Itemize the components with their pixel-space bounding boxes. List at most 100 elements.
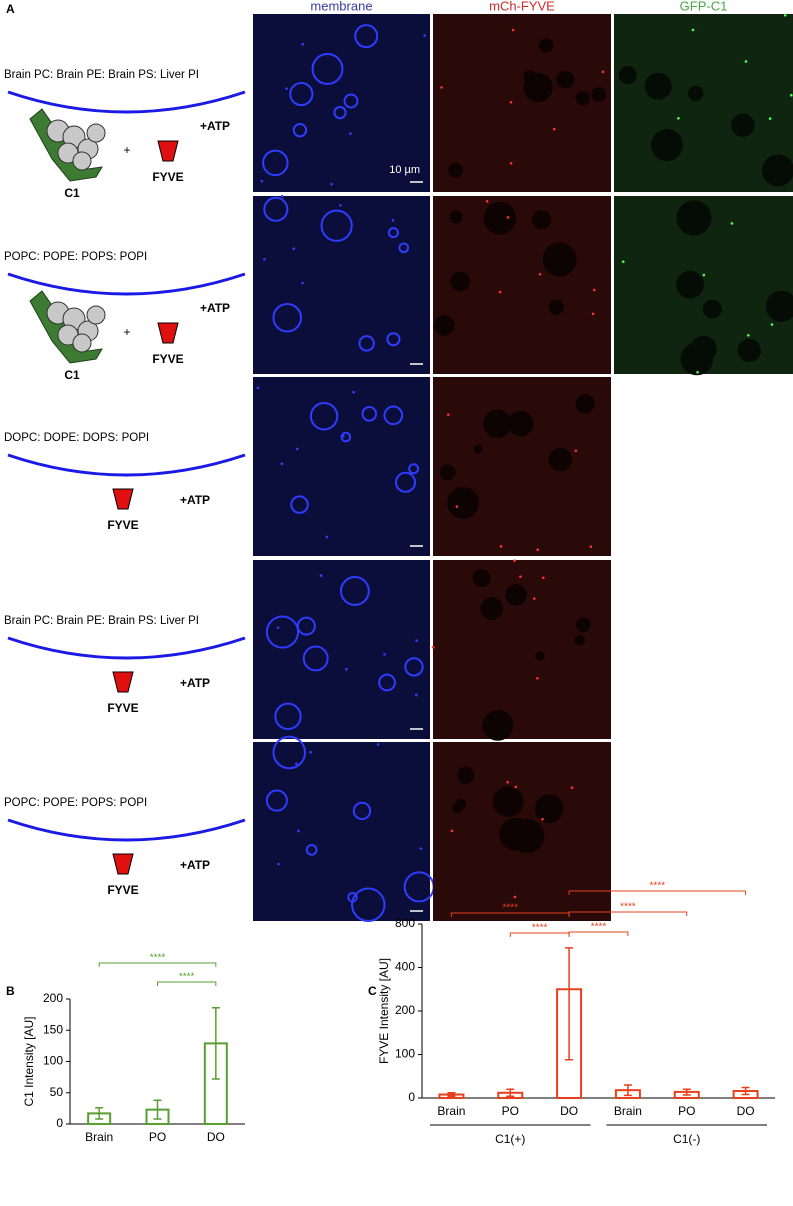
speck — [349, 132, 352, 135]
membrane-arc — [7, 272, 246, 296]
vesicle-shadow — [505, 584, 527, 606]
x-tick-label: DO — [207, 1130, 225, 1144]
vesicle-shadow — [483, 201, 517, 235]
vesicle-shadow — [574, 634, 585, 646]
speck — [511, 28, 515, 32]
vesicle — [354, 24, 379, 49]
vesicle-shadow — [542, 242, 577, 277]
vesicle — [311, 53, 344, 85]
speck — [533, 597, 536, 600]
vesicle-shadow — [765, 290, 793, 322]
speck — [591, 312, 595, 316]
y-tick-label: 100 — [395, 1047, 415, 1061]
speck — [570, 786, 574, 790]
scale-bar-label: 10 µm — [389, 164, 420, 176]
speck — [513, 895, 517, 899]
vesicle-shadow — [507, 410, 534, 437]
speck — [341, 434, 345, 438]
vesicle-shadow — [702, 299, 722, 319]
significance-label: **** — [502, 903, 518, 914]
vesicle-shadow — [473, 444, 483, 454]
c1-subunit — [86, 123, 106, 143]
vesicle-shadow — [434, 315, 455, 336]
vesicle-shadow — [548, 299, 565, 315]
vesicle — [340, 431, 352, 443]
speck — [574, 449, 578, 453]
speck — [541, 817, 544, 821]
speck — [431, 645, 435, 649]
vesicle — [378, 673, 396, 692]
speck — [447, 413, 450, 416]
speck — [455, 505, 459, 508]
speck — [450, 829, 454, 833]
membrane-arc — [7, 453, 246, 477]
treatment-label: +ATP — [180, 858, 210, 872]
error-bar — [506, 1088, 515, 1098]
error-bar — [211, 1007, 220, 1080]
c1-icon — [29, 108, 106, 182]
speck — [280, 194, 284, 198]
speck — [509, 161, 513, 165]
vesicle — [292, 122, 308, 138]
error-bar — [565, 947, 574, 1061]
speck — [319, 574, 323, 577]
x-tick-label: DO — [560, 1104, 578, 1118]
vesicle — [352, 801, 372, 821]
vesicle — [339, 576, 370, 606]
significance-label: **** — [179, 972, 195, 983]
speck — [419, 847, 423, 850]
lipid-composition: POPC: POPE: POPS: POPI — [4, 251, 147, 263]
significance-bracket — [568, 890, 747, 895]
vesicle-shadow — [450, 271, 471, 292]
vesicle-shadow — [449, 210, 463, 224]
vesicle-shadow — [575, 394, 595, 414]
vesicle-shadow — [556, 70, 575, 89]
vesicle — [387, 227, 399, 239]
speck — [285, 87, 288, 90]
speck — [330, 182, 333, 186]
speck — [280, 462, 284, 466]
speck — [414, 693, 418, 697]
panel-label: A — [6, 2, 15, 16]
vesicle-shadow — [575, 617, 591, 633]
lipid-composition: POPC: POPE: POPS: POPI — [4, 797, 147, 809]
channel-header: membrane — [310, 0, 372, 13]
vesicle-shadow — [737, 338, 761, 363]
speck — [506, 780, 509, 784]
speck — [768, 117, 772, 120]
y-axis-label: FYVE Intensity [AU] — [377, 958, 391, 1064]
fyve-icon — [112, 853, 134, 875]
panel-label: B — [6, 984, 15, 998]
vesicle-shadow — [535, 651, 545, 661]
speck — [260, 179, 264, 183]
speck — [589, 545, 593, 548]
error-bar — [153, 1099, 162, 1120]
vesicle — [274, 702, 302, 730]
vesicle-shadow — [591, 87, 606, 102]
x-tick-label: PO — [149, 1130, 166, 1144]
micrograph — [253, 196, 430, 374]
speck — [747, 333, 750, 337]
micrograph — [253, 14, 430, 192]
vesicle — [361, 406, 378, 422]
channel-header: GFP-C1 — [680, 0, 728, 13]
speck — [415, 639, 418, 642]
speck — [592, 288, 596, 292]
speck — [440, 86, 443, 89]
speck — [301, 281, 304, 285]
vesicle-shadow — [439, 464, 456, 481]
speck — [538, 272, 542, 276]
vesicle-shadow — [523, 72, 553, 103]
vesicle — [272, 735, 307, 770]
speck — [339, 203, 342, 207]
speck — [730, 222, 734, 225]
protein-label: FYVE — [152, 352, 183, 366]
x-tick-label: PO — [502, 1104, 519, 1118]
vesicle-shadow — [680, 342, 714, 376]
error-bar — [623, 1084, 632, 1097]
significance-bracket — [157, 981, 217, 986]
vesicle — [262, 149, 289, 177]
speck — [509, 100, 513, 104]
y-tick-label: 0 — [56, 1116, 63, 1130]
